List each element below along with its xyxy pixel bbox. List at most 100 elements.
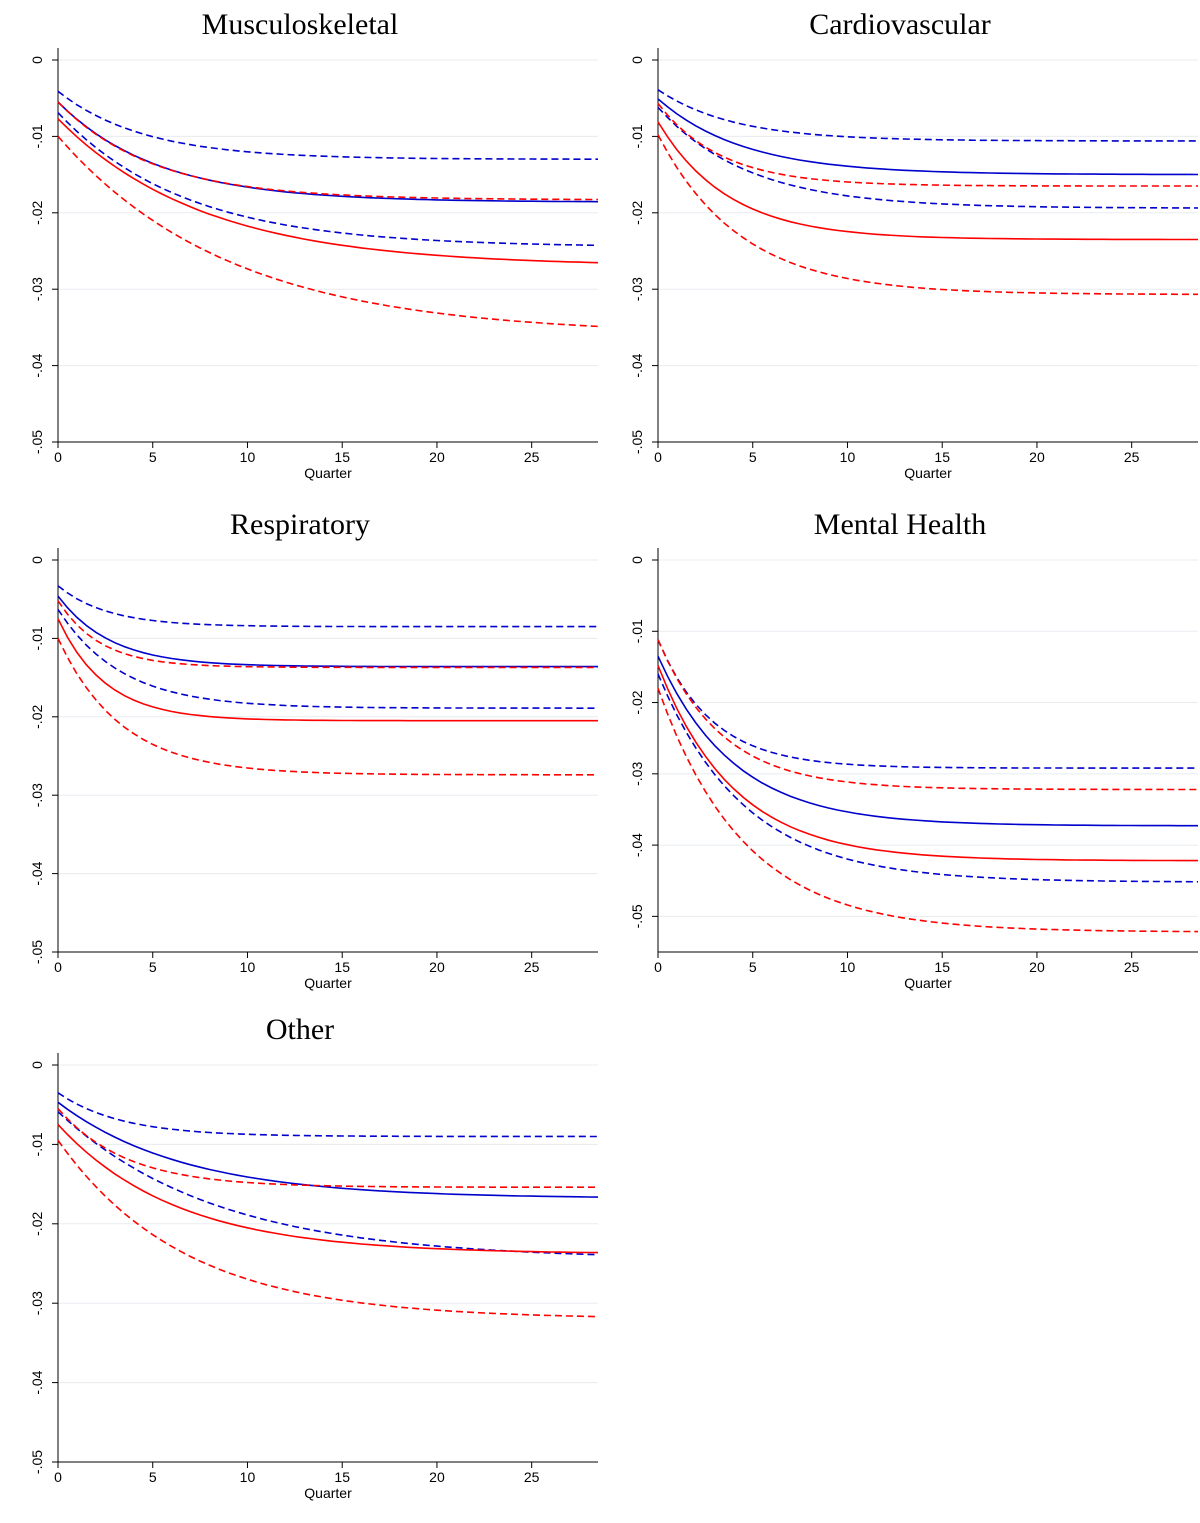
chart-mental-health: 0 -.01 -.02 -.03 -.04 -.05 0 5 10 15 20 25 Quarter bbox=[629, 548, 1199, 991]
y-tick-label: -.02 bbox=[29, 1212, 45, 1236]
x-tick-label: 20 bbox=[429, 959, 445, 975]
panel-respiratory: Respiratory 0 -.01 -.02 -.03 -.04 -.05 0 5 10 15 2… bbox=[0, 500, 600, 1010]
x-tick-label: 15 bbox=[334, 449, 350, 465]
y-tick-label: 0 bbox=[29, 556, 45, 564]
blue-solid-line bbox=[57, 101, 599, 203]
red-solid-line bbox=[57, 618, 598, 722]
x-tick-label: 10 bbox=[240, 449, 256, 465]
y-tick-label: -.04 bbox=[29, 861, 45, 885]
blue-dashed-line bbox=[57, 90, 598, 160]
red-dashed-line bbox=[657, 102, 1198, 187]
y-tick-label: -.05 bbox=[29, 940, 45, 964]
x-tick-label: 0 bbox=[54, 1469, 62, 1485]
y-tick-label: -.02 bbox=[629, 690, 645, 714]
blue-dashed-line bbox=[657, 639, 1198, 769]
red-dashed-line bbox=[657, 688, 1199, 933]
x-tick-label: 10 bbox=[840, 449, 856, 465]
panel-title: Musculoskeletal bbox=[201, 8, 399, 41]
panel-title: Respiratory bbox=[230, 508, 370, 541]
chart-respiratory: 0 -.01 -.02 -.03 -.04 -.05 0 5 10 15 20 25 Quarter bbox=[29, 548, 598, 991]
y-tick-label: -.05 bbox=[629, 904, 645, 928]
blue-dashed-line bbox=[57, 608, 598, 709]
y-tick-label: -.04 bbox=[29, 353, 45, 377]
panel-mental-health: Mental Health 0 -.01 -.02 -.03 -.04 -.05 0 5 10 1… bbox=[600, 500, 1200, 1010]
blue-dashed-line bbox=[657, 89, 1198, 142]
red-dashed-line bbox=[657, 134, 1198, 296]
y-tick-label: -.02 bbox=[629, 201, 645, 225]
x-tick-label: 15 bbox=[334, 1469, 350, 1485]
red-dashed-line bbox=[57, 638, 598, 776]
blue-solid-line bbox=[657, 98, 1199, 176]
red-dashed-line bbox=[657, 639, 1198, 791]
x-tick-label: 25 bbox=[524, 449, 540, 465]
x-tick-label: 10 bbox=[240, 1469, 256, 1485]
chart-cardiovascular: 0 -.01 -.02 -.03 -.04 -.05 0 5 10 15 20 25 Quarter bbox=[629, 48, 1199, 481]
chart-musculoskeletal: 0 -.01 -.02 -.03 -.04 -.05 0 5 10 15 20 25 Quarter bbox=[29, 48, 599, 481]
y-tick-label: -.02 bbox=[29, 201, 45, 225]
x-tick-label: 15 bbox=[934, 959, 950, 975]
y-tick-label: 0 bbox=[29, 56, 45, 64]
y-tick-label: -.05 bbox=[629, 430, 645, 454]
y-tick-label: -.02 bbox=[29, 705, 45, 729]
red-dashed-line bbox=[57, 135, 599, 328]
x-tick-label: 20 bbox=[429, 449, 445, 465]
y-tick-label: -.01 bbox=[29, 626, 45, 650]
y-tick-label: -.04 bbox=[29, 1370, 45, 1394]
x-tick-label: 25 bbox=[1124, 959, 1140, 975]
blue-solid-line bbox=[657, 655, 1198, 827]
y-tick-label: -.01 bbox=[629, 619, 645, 643]
chart-other: 0 -.01 -.02 -.03 -.04 -.05 0 5 10 15 20 25 Quarter bbox=[29, 1053, 599, 1501]
x-tick-label: 25 bbox=[524, 1469, 540, 1485]
x-tick-label: 15 bbox=[934, 449, 950, 465]
x-axis-label: Quarter bbox=[904, 465, 952, 481]
y-tick-label: -.03 bbox=[29, 277, 45, 301]
x-tick-label: 0 bbox=[654, 449, 662, 465]
x-axis-label: Quarter bbox=[304, 1485, 352, 1501]
blue-solid-line bbox=[57, 1101, 599, 1198]
panel-title: Other bbox=[265, 1013, 335, 1046]
x-tick-label: 25 bbox=[524, 959, 540, 975]
x-tick-label: 5 bbox=[149, 959, 157, 975]
x-tick-label: 5 bbox=[749, 959, 757, 975]
y-tick-label: -.05 bbox=[29, 430, 45, 454]
blue-dashed-line bbox=[657, 673, 1199, 883]
x-tick-label: 20 bbox=[429, 1469, 445, 1485]
red-dashed-line bbox=[57, 1108, 598, 1188]
panel-title: Cardiovascular bbox=[809, 8, 991, 41]
y-tick-label: 0 bbox=[629, 556, 645, 564]
x-tick-label: 10 bbox=[240, 959, 256, 975]
red-solid-line bbox=[57, 1124, 599, 1254]
blue-dashed-line bbox=[57, 1092, 598, 1138]
x-tick-label: 5 bbox=[149, 1469, 157, 1485]
blue-dashed-line bbox=[657, 106, 1199, 209]
x-tick-label: 15 bbox=[334, 959, 350, 975]
x-axis-label: Quarter bbox=[304, 465, 352, 481]
panel-cardiovascular: Cardiovascular 0 -.01 -.02 -.03 -.04 -.05 0 5 10… bbox=[600, 0, 1200, 500]
panel-other: Other 0 -.01 -.02 -.03 -.04 -.05 0 5 10 15 20 25 Qua… bbox=[0, 1005, 600, 1523]
y-tick-label: -.01 bbox=[29, 124, 45, 148]
x-tick-label: 25 bbox=[1124, 449, 1140, 465]
red-solid-line bbox=[657, 665, 1198, 862]
x-tick-label: 10 bbox=[840, 959, 856, 975]
x-tick-label: 20 bbox=[1029, 449, 1045, 465]
y-tick-label: -.01 bbox=[29, 1132, 45, 1156]
y-tick-label: -.03 bbox=[29, 1291, 45, 1315]
red-solid-line bbox=[57, 118, 599, 264]
blue-dashed-line bbox=[57, 1111, 599, 1256]
x-axis-label: Quarter bbox=[304, 975, 352, 991]
x-tick-label: 0 bbox=[54, 449, 62, 465]
red-dashed-line bbox=[57, 600, 598, 669]
y-tick-label: -.01 bbox=[629, 124, 645, 148]
x-tick-label: 20 bbox=[1029, 959, 1045, 975]
blue-solid-line bbox=[57, 595, 598, 668]
red-dashed-line bbox=[57, 1139, 599, 1318]
y-tick-label: -.04 bbox=[629, 833, 645, 857]
x-tick-label: 0 bbox=[54, 959, 62, 975]
panel-title: Mental Health bbox=[813, 508, 987, 541]
y-tick-label: -.03 bbox=[29, 783, 45, 807]
blue-dashed-line bbox=[57, 112, 599, 247]
red-solid-line bbox=[657, 121, 1198, 241]
y-tick-label: -.03 bbox=[629, 277, 645, 301]
y-tick-label: -.04 bbox=[629, 353, 645, 377]
x-tick-label: 5 bbox=[749, 449, 757, 465]
